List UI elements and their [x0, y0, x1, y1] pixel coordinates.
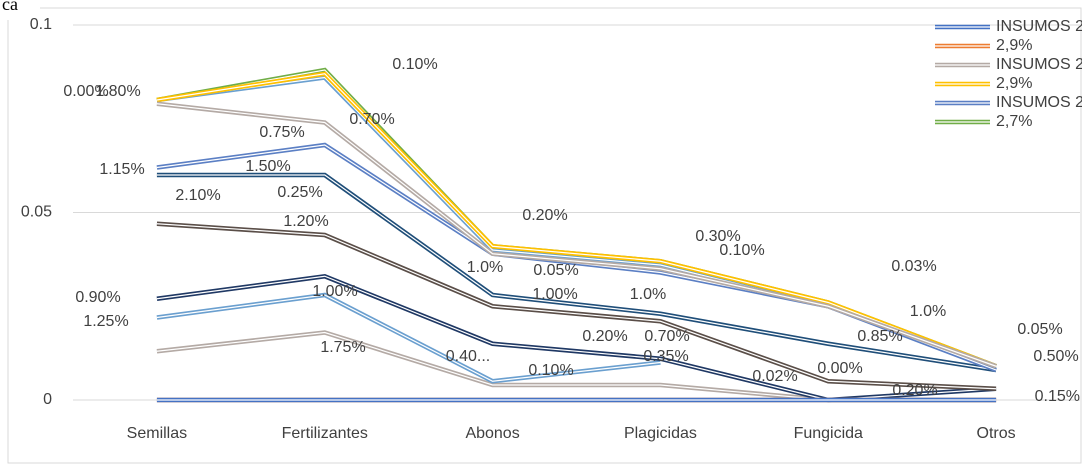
data-label: 0.25% — [277, 184, 322, 201]
series-line-inner — [156, 174, 997, 371]
data-label: 1.80% — [95, 83, 140, 100]
data-label: 1.0% — [467, 259, 503, 276]
series-line-inner — [156, 294, 661, 382]
data-label: 0.90% — [75, 289, 120, 306]
data-label: 1.00% — [532, 286, 577, 303]
data-label: 1.0% — [910, 303, 946, 320]
data-label: 0.30% — [695, 228, 740, 245]
series-line-inner — [156, 103, 997, 367]
x-tick-label: Plagicidas — [624, 425, 697, 442]
series-line-inner — [156, 73, 997, 367]
y-tick-label: 0.05 — [21, 204, 52, 221]
x-tick-label: Abonos — [465, 425, 519, 442]
legend-label: INSUMOS 2011 — [996, 18, 1082, 35]
data-label: 0.35% — [643, 348, 688, 365]
legend-label: INSUMOS 2013 — [996, 94, 1082, 111]
data-label: 0.10% — [528, 362, 573, 379]
data-label: 0.40... — [446, 348, 490, 365]
legend-label: 2,7% — [996, 113, 1032, 130]
data-label: 0.20% — [522, 207, 567, 224]
data-label: 0.75% — [259, 124, 304, 141]
data-label: 0.20% — [582, 328, 627, 345]
data-label: 1.0% — [630, 286, 666, 303]
y-tick-label: 0 — [43, 391, 52, 408]
data-label: 1.75% — [320, 339, 365, 356]
data-label: 1.00% — [312, 283, 357, 300]
chart-title: ca — [2, 0, 18, 14]
data-label: 1.15% — [99, 161, 144, 178]
legend-label: 2,9% — [996, 37, 1032, 54]
legend-label: INSUMOS 2012 — [996, 56, 1082, 73]
title-bg — [0, 0, 40, 20]
data-label: 0.20% — [892, 382, 937, 399]
x-tick-label: Fertilizantes — [282, 425, 368, 442]
data-label: 1.25% — [83, 313, 128, 330]
y-tick-label: 0.1 — [30, 16, 52, 33]
data-label: 1.20% — [283, 213, 328, 230]
x-tick-label: Semillas — [127, 425, 187, 442]
data-label: 1.50% — [245, 158, 290, 175]
x-tick-label: Otros — [977, 425, 1016, 442]
data-label: 0.05% — [1017, 321, 1062, 338]
data-label: 0.15% — [1035, 388, 1080, 405]
data-label: 0.10% — [392, 56, 437, 73]
data-label: 0.70% — [349, 111, 394, 128]
data-label: 0.05% — [533, 262, 578, 279]
legend-label: 2,9% — [996, 75, 1032, 92]
data-label: 0.03% — [891, 258, 936, 275]
data-label: 0.00% — [817, 360, 862, 377]
series-line-inner — [156, 223, 997, 390]
data-label: 0.50% — [1033, 348, 1078, 365]
data-label: 0.02% — [752, 368, 797, 385]
data-label: 2.10% — [175, 187, 220, 204]
x-tick-label: Fungicida — [794, 425, 863, 442]
data-label: 0.00% — [63, 83, 108, 100]
data-label: 0.85% — [857, 328, 902, 345]
data-label: 0.10% — [719, 242, 764, 259]
data-label: 0.70% — [644, 328, 689, 345]
